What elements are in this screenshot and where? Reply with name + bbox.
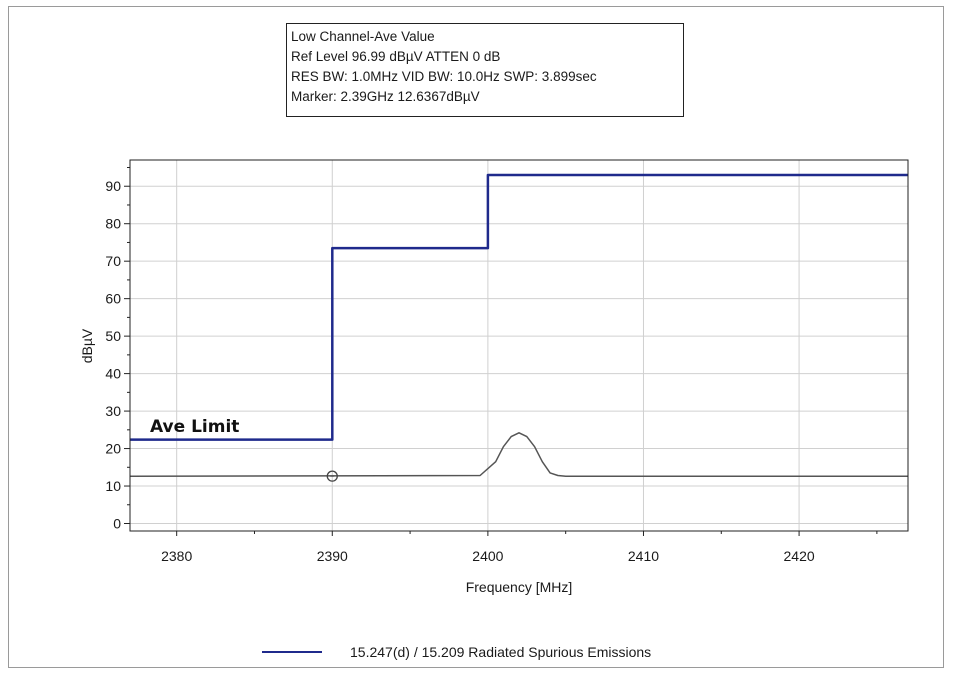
- y-tick-label: 50: [105, 328, 121, 344]
- ave-limit-annotation: Ave Limit: [150, 417, 239, 437]
- y-tick-label: 70: [105, 253, 121, 269]
- measured-trace-series: [129, 432, 908, 478]
- x-tick-label: 2420: [784, 548, 815, 564]
- x-axis-label: Frequency [MHz]: [466, 579, 573, 595]
- y-tick-label: 90: [105, 178, 121, 194]
- y-tick-label: 10: [105, 478, 121, 494]
- info-ref-level: Ref Level 96.99 dBµV ATTEN 0 dB: [291, 49, 501, 64]
- legend: 15.247(d) / 15.209 Radiated Spurious Emi…: [262, 642, 651, 662]
- limit-line-series: [130, 173, 908, 441]
- y-tick-label: 0: [113, 516, 121, 532]
- info-bandwidth: RES BW: 1.0MHz VID BW: 10.0Hz SWP: 3.899…: [291, 69, 597, 84]
- legend-label: 15.247(d) / 15.209 Radiated Spurious Emi…: [350, 644, 652, 660]
- info-title: Low Channel-Ave Value: [291, 29, 435, 44]
- y-tick-label: 20: [105, 441, 121, 457]
- y-tick-label: 60: [105, 291, 121, 307]
- measurement-info-box: Low Channel-Ave Value Ref Level 96.99 dB…: [286, 23, 684, 117]
- plot-border: [129, 159, 909, 532]
- y-tick-label: 80: [105, 216, 121, 232]
- y-tick-label: 30: [105, 403, 121, 419]
- y-tick-label: 40: [105, 366, 121, 382]
- series-layer: [129, 173, 908, 482]
- x-tick-label: 2380: [161, 548, 192, 564]
- x-tick-label: 2410: [628, 548, 659, 564]
- x-tick-label: 2400: [472, 548, 503, 564]
- x-tick-label: 2390: [317, 548, 348, 564]
- axes: 2380 2390 2400 2410 2420 0 10 20 30 40 50 60 70 80 90: [105, 159, 909, 564]
- marker-point: [326, 470, 338, 482]
- legend-swatch: [262, 651, 322, 653]
- info-marker: Marker: 2.39GHz 12.6367dBµV: [291, 89, 480, 104]
- y-axis-label: dBµV: [79, 328, 95, 363]
